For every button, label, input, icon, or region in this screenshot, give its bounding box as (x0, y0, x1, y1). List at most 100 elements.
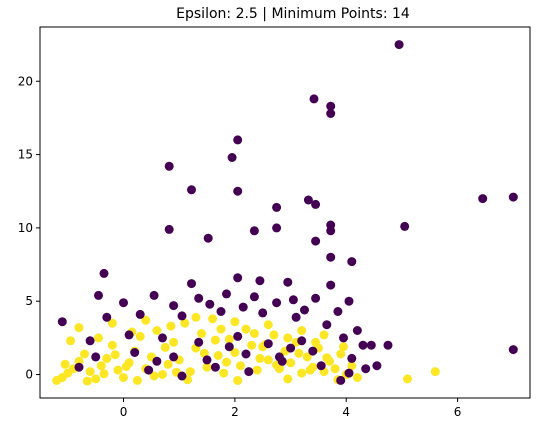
data-point (233, 135, 243, 145)
data-point (222, 357, 231, 367)
data-point (339, 342, 348, 352)
data-point (316, 361, 326, 371)
data-point (141, 315, 151, 325)
data-point (113, 365, 123, 375)
data-point (326, 226, 336, 236)
data-point (249, 292, 259, 302)
data-point (149, 371, 159, 381)
data-point (210, 362, 220, 372)
data-point (202, 355, 212, 365)
data-point (309, 94, 319, 104)
data-point (322, 320, 332, 330)
data-point (311, 293, 321, 303)
data-point (216, 324, 226, 334)
data-point (352, 326, 362, 335)
data-point (283, 277, 293, 287)
y-axis-ticks: 0 5 10 15 20 (18, 74, 40, 382)
data-point (326, 109, 336, 118)
data-point (197, 329, 206, 338)
data-point (297, 326, 307, 335)
data-point (400, 221, 410, 231)
data-point (347, 361, 357, 371)
data-point (263, 320, 273, 330)
x-tick-label: 4 (342, 405, 350, 419)
y-tick-label: 10 (18, 221, 33, 235)
plot-frame (39, 26, 531, 399)
data-point (233, 375, 243, 385)
data-point (249, 329, 259, 338)
data-point (102, 353, 112, 363)
data-point (303, 195, 313, 205)
data-point (430, 367, 440, 377)
data-point (358, 340, 368, 350)
data-point (213, 351, 223, 360)
data-point (74, 323, 84, 333)
data-point (191, 312, 201, 322)
data-point (224, 342, 234, 352)
data-point (91, 352, 101, 362)
data-point (194, 337, 204, 347)
data-point (160, 342, 170, 352)
data-point (297, 368, 307, 378)
data-point (274, 352, 284, 362)
data-point (263, 355, 273, 365)
data-point (286, 343, 296, 353)
data-point (110, 350, 120, 360)
data-point (263, 339, 273, 349)
data-point (203, 233, 213, 243)
data-point (187, 185, 196, 195)
data-point (300, 305, 309, 315)
data-point (80, 349, 89, 359)
data-point (283, 374, 293, 384)
y-tick-label: 20 (18, 74, 33, 88)
data-point (311, 199, 321, 209)
data-point (508, 345, 518, 355)
data-point (255, 353, 265, 363)
data-point (344, 368, 354, 378)
data-point (302, 352, 312, 362)
data-point (322, 353, 332, 363)
data-point (187, 279, 196, 289)
data-point (107, 340, 117, 350)
data-point (326, 101, 336, 111)
data-point (224, 334, 234, 344)
data-point (233, 273, 243, 283)
data-point (361, 364, 371, 374)
data-point (121, 362, 131, 371)
data-point (330, 364, 340, 374)
data-point (99, 268, 109, 278)
data-point (132, 375, 142, 385)
data-point (336, 349, 346, 359)
y-tick-label: 15 (18, 148, 33, 162)
data-point (194, 293, 204, 303)
data-point (372, 361, 382, 371)
series-core-cluster (52, 312, 440, 386)
data-point (96, 361, 106, 371)
data-point (177, 371, 187, 381)
data-point (238, 302, 248, 312)
data-point (339, 333, 348, 343)
data-point (94, 290, 103, 300)
data-point (91, 374, 101, 384)
data-point (326, 280, 336, 290)
data-point (119, 298, 128, 308)
x-tick-label: 6 (454, 405, 462, 419)
data-point (85, 367, 95, 377)
data-point (297, 336, 307, 346)
data-point (294, 348, 304, 358)
y-tick-label: 5 (25, 294, 33, 308)
data-point (347, 257, 357, 267)
data-point (326, 252, 336, 262)
data-point (291, 312, 301, 322)
points-layer (52, 40, 518, 386)
data-point (180, 318, 190, 328)
data-point (227, 153, 237, 162)
data-point (222, 289, 231, 299)
data-point (244, 367, 254, 377)
data-point (272, 202, 282, 212)
data-point (305, 365, 315, 375)
x-tick-label: 2 (231, 405, 239, 419)
data-point (210, 335, 220, 345)
data-point (249, 226, 259, 236)
